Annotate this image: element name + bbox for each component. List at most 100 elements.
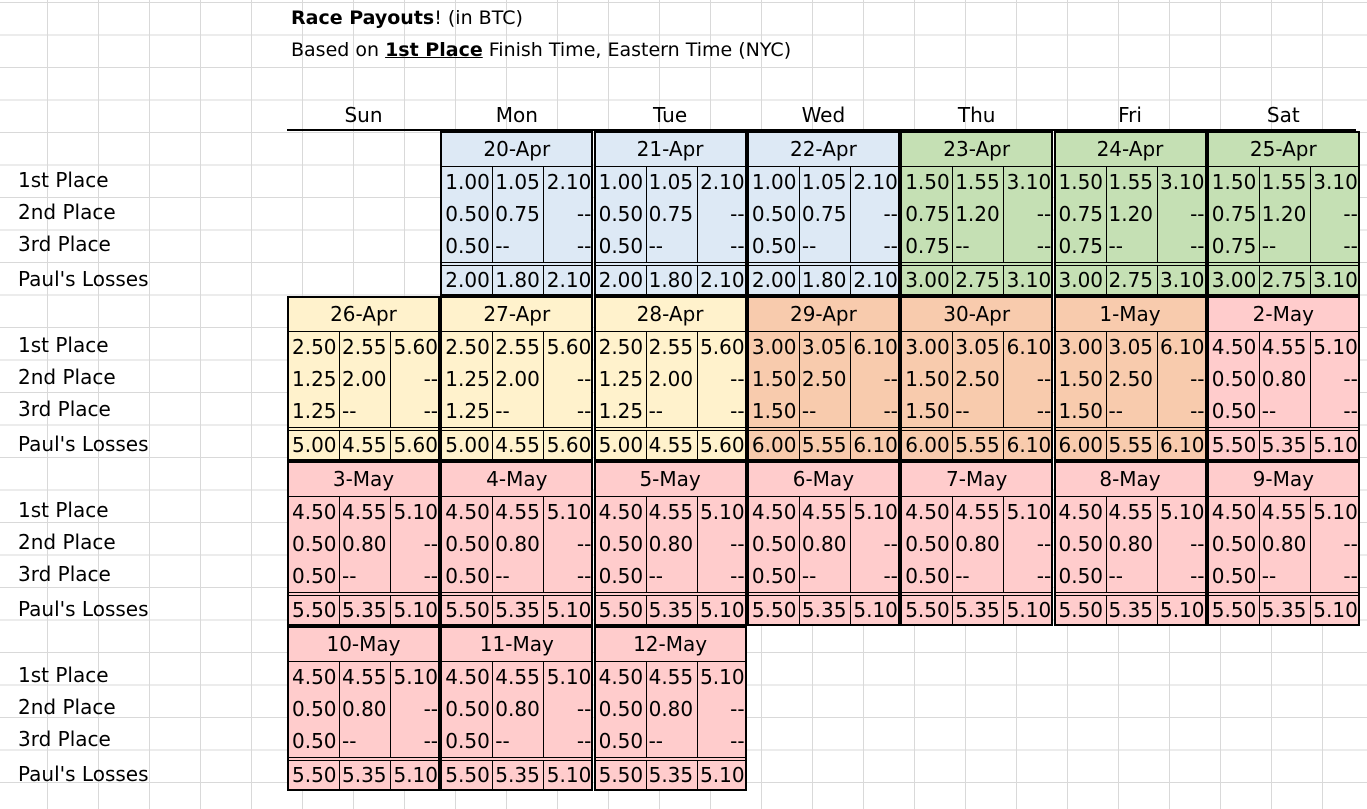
payout-cell[interactable]: 1.50 [902,395,954,427]
losses-cell[interactable]: 5.10 [700,763,745,787]
losses-cell[interactable]: 3.00 [1056,266,1107,296]
payout-cell[interactable]: 1.25 [289,363,340,395]
payout-cell[interactable]: -- [493,395,545,427]
payout-cell[interactable]: 4.50 [902,496,954,528]
payout-cell[interactable]: 5.10 [700,500,745,524]
losses-cell[interactable]: 3.10 [1006,268,1052,292]
payout-cell[interactable]: -- [340,725,391,757]
payout-cell[interactable]: 1.05 [800,166,851,198]
payout-cell[interactable]: 2.55 [493,331,545,363]
payout-cell[interactable]: 1.20 [1107,198,1158,230]
losses-cell[interactable]: 5.10 [1313,433,1358,457]
payout-cell[interactable]: -- [576,697,592,721]
payout-cell[interactable]: 4.50 [596,496,647,528]
payout-cell[interactable]: 4.55 [1260,496,1311,528]
losses-cell[interactable]: 2.10 [700,268,745,292]
payout-cell[interactable]: 3.00 [1056,331,1107,363]
payout-cell[interactable]: 1.25 [289,395,340,427]
payout-cell[interactable]: -- [423,532,438,556]
payout-cell[interactable]: 4.55 [493,496,545,528]
payout-cell[interactable]: -- [576,367,592,391]
payout-cell[interactable]: 1.50 [1056,395,1107,427]
payout-cell[interactable]: 1.05 [647,166,698,198]
payout-cell[interactable]: 4.55 [340,496,391,528]
losses-cell[interactable]: 5.35 [800,596,851,626]
payout-cell[interactable]: -- [730,697,745,721]
payout-cell[interactable]: -- [730,399,745,423]
payout-cell[interactable]: -- [1036,532,1052,556]
payout-cell[interactable]: -- [576,399,592,423]
payout-cell[interactable]: 1.25 [442,395,494,427]
payout-cell[interactable]: 3.00 [749,331,800,363]
losses-cell[interactable]: 2.75 [953,266,1005,296]
payout-cell[interactable]: 1.25 [596,363,647,395]
losses-cell[interactable]: 5.50 [596,761,647,791]
payout-cell[interactable]: -- [493,230,545,262]
payout-cell[interactable]: -- [953,560,1005,592]
payout-cell[interactable]: 2.50 [953,363,1005,395]
payout-cell[interactable]: -- [800,560,851,592]
payout-cell[interactable]: -- [883,234,898,258]
payout-cell[interactable]: 3.05 [1107,331,1158,363]
losses-cell[interactable]: 5.35 [1260,596,1311,626]
payout-cell[interactable]: -- [1190,532,1205,556]
losses-cell[interactable]: 5.50 [442,761,494,791]
payout-cell[interactable]: -- [1343,532,1358,556]
payout-cell[interactable]: 2.10 [853,170,898,194]
payout-cell[interactable]: -- [576,532,592,556]
payout-cell[interactable]: 0.50 [1209,363,1260,395]
losses-cell[interactable]: 5.10 [1006,598,1052,622]
payout-cell[interactable]: -- [1343,202,1358,226]
payout-cell[interactable]: 0.75 [1056,230,1107,262]
payout-cell[interactable]: -- [883,202,898,226]
payout-cell[interactable]: 0.50 [289,528,340,560]
payout-cell[interactable]: -- [953,395,1005,427]
payout-cell[interactable]: 0.80 [493,693,545,725]
losses-cell[interactable]: 5.60 [700,433,745,457]
payout-cell[interactable]: 0.75 [800,198,851,230]
payout-cell[interactable]: 3.10 [1313,170,1358,194]
losses-cell[interactable]: 3.10 [1159,268,1205,292]
payout-cell[interactable]: 0.50 [442,725,494,757]
payout-cell[interactable]: 4.50 [1056,496,1107,528]
payout-cell[interactable]: 2.00 [340,363,391,395]
payout-cell[interactable]: 1.50 [1056,166,1107,198]
payout-cell[interactable]: 0.80 [1260,363,1311,395]
payout-cell[interactable]: 6.10 [1006,335,1052,359]
payout-cell[interactable]: -- [800,395,851,427]
payout-cell[interactable]: 0.80 [647,528,698,560]
payout-cell[interactable]: 4.50 [442,496,494,528]
payout-cell[interactable]: 5.10 [393,500,438,524]
losses-cell[interactable]: 5.50 [1209,431,1260,461]
losses-cell[interactable]: 2.75 [1260,266,1311,296]
payout-cell[interactable]: -- [1036,234,1052,258]
losses-cell[interactable]: 4.55 [340,431,391,461]
payout-cell[interactable]: 5.10 [1313,500,1358,524]
payout-cell[interactable]: 2.55 [340,331,391,363]
payout-cell[interactable]: 1.20 [953,198,1005,230]
payout-cell[interactable]: -- [1107,395,1158,427]
payout-cell[interactable]: 2.55 [647,331,698,363]
payout-cell[interactable]: 0.80 [340,528,391,560]
payout-cell[interactable]: 1.50 [902,166,954,198]
payout-cell[interactable]: -- [423,399,438,423]
payout-cell[interactable]: 5.60 [546,335,592,359]
payout-cell[interactable]: 4.55 [800,496,851,528]
payout-cell[interactable]: 5.10 [853,500,898,524]
losses-cell[interactable]: 6.10 [1159,433,1205,457]
payout-cell[interactable]: 0.75 [902,198,954,230]
payout-cell[interactable]: 4.50 [1209,496,1260,528]
payout-cell[interactable]: 1.05 [493,166,545,198]
losses-cell[interactable]: 2.10 [546,268,592,292]
payout-cell[interactable]: -- [1036,399,1052,423]
payout-cell[interactable]: 5.10 [1006,500,1052,524]
losses-cell[interactable]: 5.60 [393,433,438,457]
payout-cell[interactable]: 0.80 [800,528,851,560]
payout-cell[interactable]: -- [576,202,592,226]
payout-cell[interactable]: 5.10 [1313,335,1358,359]
payout-cell[interactable]: 4.50 [289,661,340,693]
payout-cell[interactable]: -- [1260,560,1311,592]
payout-cell[interactable]: 1.55 [953,166,1005,198]
payout-cell[interactable]: 1.50 [902,363,954,395]
payout-cell[interactable]: -- [647,725,698,757]
